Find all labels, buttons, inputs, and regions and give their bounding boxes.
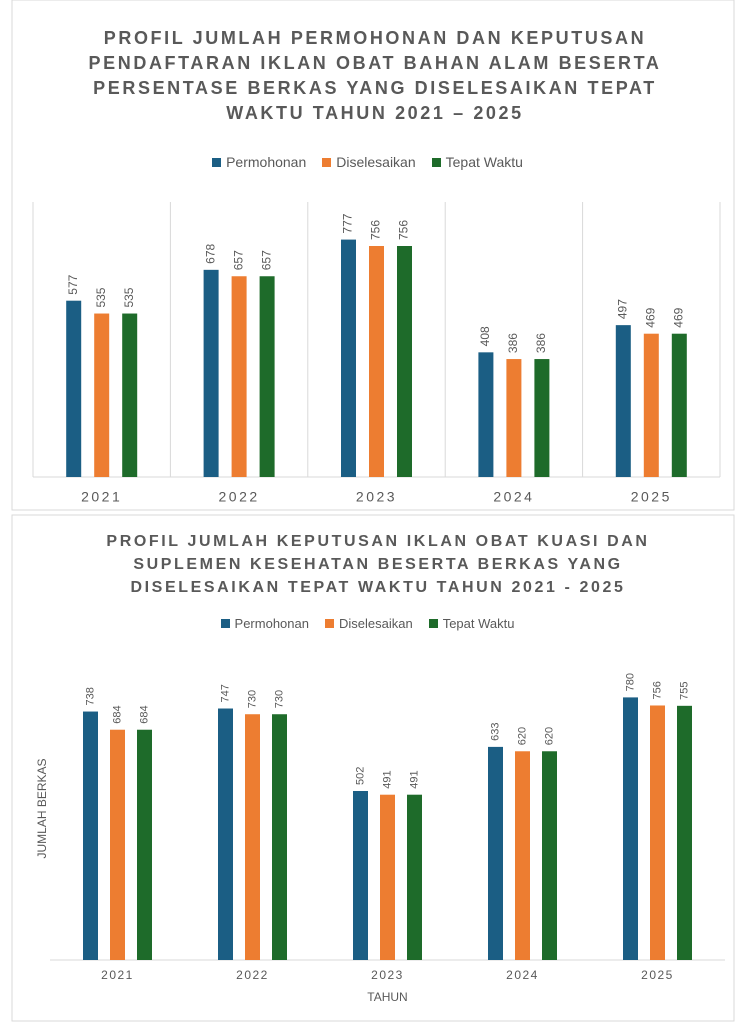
data-label: 755 bbox=[678, 681, 690, 699]
x-axis-title: TAHUN bbox=[367, 990, 407, 1004]
data-label: 678 bbox=[203, 243, 217, 263]
x-tick-label: 2021 bbox=[81, 489, 122, 505]
legend-swatch bbox=[212, 158, 222, 167]
legend-swatch bbox=[324, 619, 334, 628]
bar bbox=[615, 325, 631, 477]
x-tick-label: 2023 bbox=[356, 489, 397, 505]
bar bbox=[369, 246, 384, 477]
data-label: 535 bbox=[94, 287, 108, 307]
legend-label: Tepat Waktu bbox=[442, 616, 515, 631]
data-label: 469 bbox=[643, 307, 657, 327]
chart-title: PROFIL JUMLAH PERMOHONAN DAN KEPUTUSAN P… bbox=[88, 28, 662, 123]
x-tick-label: 2024 bbox=[506, 968, 539, 982]
legend-item: Diselesaikan bbox=[322, 154, 416, 170]
legend-label: Tepat Waktu bbox=[445, 154, 523, 170]
bar bbox=[66, 300, 82, 477]
bar bbox=[231, 276, 247, 477]
legend-swatch bbox=[220, 619, 230, 628]
bar bbox=[542, 751, 557, 960]
data-label: 469 bbox=[671, 307, 685, 327]
legend-swatch bbox=[322, 158, 332, 167]
legend-label: Permohonan bbox=[234, 616, 309, 631]
data-label: 730 bbox=[273, 690, 285, 708]
data-label: 535 bbox=[122, 287, 136, 307]
x-tick-label: 2023 bbox=[371, 968, 404, 982]
bar bbox=[515, 751, 530, 960]
x-tick-label: 2021 bbox=[101, 968, 134, 982]
bar bbox=[353, 790, 368, 960]
data-label: 386 bbox=[534, 333, 548, 353]
data-label: 777 bbox=[341, 213, 355, 233]
bar bbox=[203, 269, 219, 477]
x-tick-label: 2022 bbox=[236, 968, 269, 982]
legend-label: Diselesaikan bbox=[338, 616, 413, 631]
legend-swatch bbox=[428, 619, 438, 628]
bar bbox=[122, 313, 138, 477]
bar bbox=[272, 714, 287, 960]
data-label: 756 bbox=[397, 220, 411, 240]
bar bbox=[380, 794, 395, 960]
bar bbox=[110, 729, 125, 960]
data-label: 577 bbox=[66, 274, 80, 294]
bar bbox=[397, 246, 412, 477]
data-label: 408 bbox=[478, 326, 492, 346]
data-label: 491 bbox=[381, 770, 393, 788]
data-label: 738 bbox=[84, 687, 96, 705]
x-tick-label: 2024 bbox=[493, 489, 534, 505]
data-label: 497 bbox=[615, 299, 629, 319]
bar bbox=[488, 746, 503, 960]
chart-title: PROFIL JUMLAH KEPUTUSAN IKLAN OBAT KUASI… bbox=[106, 533, 650, 596]
bar bbox=[650, 705, 665, 960]
data-label: 747 bbox=[219, 684, 231, 702]
y-axis-title: JUMLAH BERKAS bbox=[35, 758, 49, 858]
legend-swatch bbox=[431, 158, 441, 167]
data-label: 502 bbox=[354, 767, 366, 785]
bar bbox=[534, 359, 550, 477]
legend-label: Permohonan bbox=[226, 154, 307, 170]
data-label: 684 bbox=[111, 705, 123, 723]
data-label: 780 bbox=[624, 673, 636, 691]
bar bbox=[218, 708, 233, 960]
bar bbox=[643, 333, 659, 477]
bar bbox=[83, 711, 98, 960]
data-label: 620 bbox=[543, 727, 555, 745]
legend-item: Tepat Waktu bbox=[428, 616, 515, 631]
data-label: 633 bbox=[489, 723, 501, 741]
bar bbox=[677, 705, 692, 960]
chart-frame bbox=[11, 514, 735, 1022]
bar bbox=[671, 333, 687, 477]
data-label: 756 bbox=[651, 681, 663, 699]
data-label: 386 bbox=[506, 333, 520, 353]
bar bbox=[94, 313, 110, 477]
x-tick-label: 2025 bbox=[631, 489, 672, 505]
legend: Permohonan Diselesaikan Tepat Waktu bbox=[0, 616, 735, 631]
bar bbox=[245, 714, 260, 960]
bar bbox=[137, 729, 152, 960]
data-label: 491 bbox=[408, 770, 420, 788]
bar bbox=[623, 697, 638, 960]
data-label: 684 bbox=[138, 705, 150, 723]
data-label: 620 bbox=[516, 727, 528, 745]
legend-item: Permohonan bbox=[220, 616, 309, 631]
x-tick-label: 2022 bbox=[219, 489, 260, 505]
x-tick-label: 2025 bbox=[641, 968, 674, 982]
bar bbox=[506, 359, 522, 477]
bar bbox=[478, 352, 494, 477]
bar bbox=[259, 276, 275, 477]
legend-label: Diselesaikan bbox=[336, 154, 416, 170]
bar bbox=[407, 794, 422, 960]
legend-item: Tepat Waktu bbox=[431, 154, 523, 170]
legend-item: Diselesaikan bbox=[324, 616, 413, 631]
data-label: 730 bbox=[246, 690, 258, 708]
data-label: 657 bbox=[231, 250, 245, 270]
chart-frame bbox=[11, 0, 735, 511]
bar bbox=[341, 239, 356, 477]
data-label: 756 bbox=[369, 220, 383, 240]
legend-item: Permohonan bbox=[212, 154, 306, 170]
data-label: 657 bbox=[259, 250, 273, 270]
legend: Permohonan Diselesaikan Tepat Waktu bbox=[0, 154, 735, 170]
